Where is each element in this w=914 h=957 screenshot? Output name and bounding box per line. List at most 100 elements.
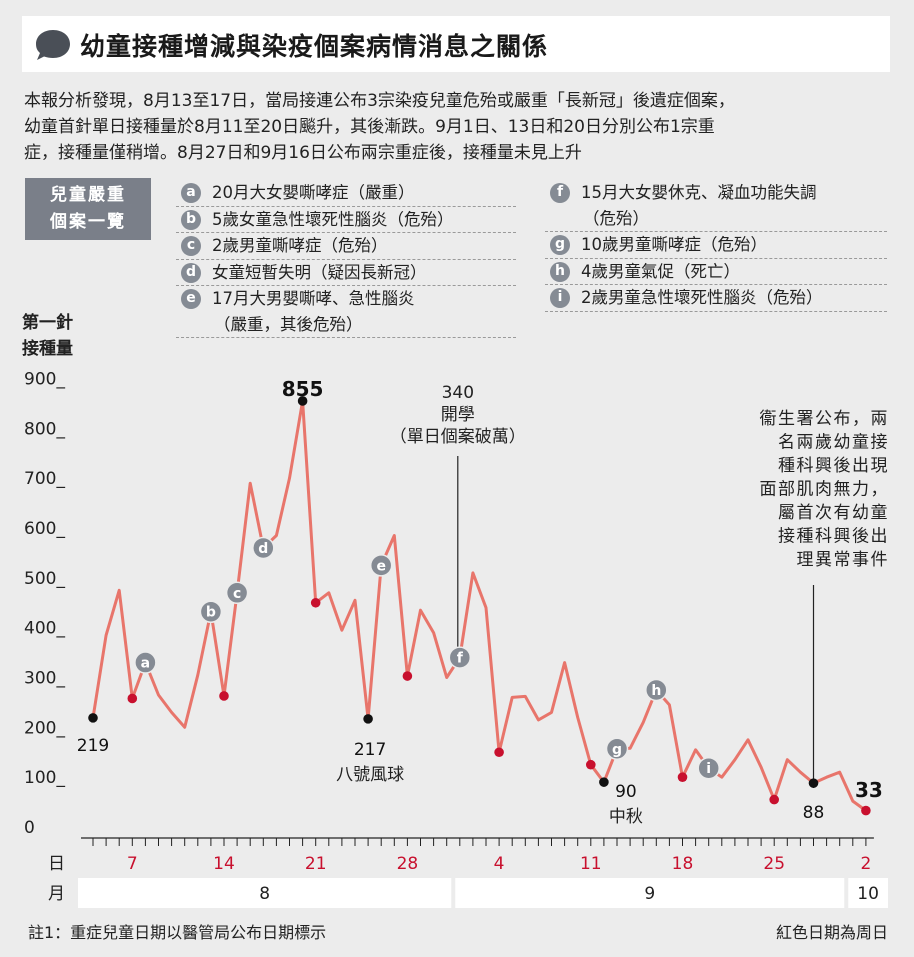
case-marker-g (605, 737, 629, 761)
data-label: 217 (354, 740, 386, 760)
month-row-label: 月 (48, 884, 65, 904)
case-marker-label: i (706, 761, 711, 777)
case-text: 10歲男童嘶哮症（危殆） (581, 235, 767, 254)
y-tick-label: 700_ (24, 469, 65, 489)
y-tick-label: 0 (24, 818, 35, 838)
highlight-point (599, 777, 609, 787)
case-item-g: g 10歲男童嘶哮症（危殆） (545, 232, 887, 259)
highlight-point (808, 778, 819, 788)
x-tick-label: 7 (127, 854, 138, 874)
y-tick-label: 400_ (24, 619, 65, 639)
case-text-continued: （嚴重，其後危殆） (214, 314, 363, 334)
case-marker-d (252, 536, 275, 560)
y-tick-label: 100_ (24, 768, 65, 788)
case-item-b: b 5歲女童急性壞死性腦炎（危殆） (176, 207, 516, 233)
case-text: 5歲女童急性壞死性腦炎（危殆） (212, 209, 454, 229)
case-text: 17月大男嬰嘶哮、急性腦炎 (212, 289, 415, 308)
month-band (848, 878, 888, 908)
case-marker-h (645, 678, 668, 702)
case-item-c: c 2歲男童嘶哮症（危殆） (176, 233, 516, 260)
sunday-point (494, 747, 504, 758)
case-item-e: e 17月大男嬰嘶哮、急性腦炎 （嚴重，其後危殆） (176, 286, 516, 338)
y-tick-label: 200_ (24, 718, 65, 738)
x-tick-label: 18 (672, 854, 694, 874)
case-marker-label: a (141, 656, 150, 672)
case-list-right: f 15月大女嬰休克、凝血功能失調 （危殆） g 10歲男童嘶哮症（危殆） h 4歲男童氣促… (545, 180, 887, 312)
x-tick-label: 11 (580, 854, 602, 874)
case-marker-label: c (233, 586, 241, 602)
case-text: 4歲男童氣促（死亡） (581, 261, 740, 281)
case-item-i: i 2歲男童急性壞死性腦炎（危殆） (545, 285, 887, 312)
sunday-point (861, 805, 871, 816)
data-label: 855 (282, 377, 324, 401)
data-label: 88 (803, 803, 825, 823)
case-text: 2歲男童急性壞死性腦炎（危殆） (581, 288, 823, 307)
x-tick-label: 14 (213, 854, 235, 874)
case-marker-label: b (206, 605, 216, 621)
x-tick-label: 2 (860, 854, 871, 874)
highlight-point (297, 396, 308, 406)
annotation-typhoon: 八號風球 (336, 765, 404, 785)
sunday-point (310, 597, 321, 608)
case-item-a: a 20月大女嬰嘶哮症（嚴重） (176, 180, 516, 207)
sunday-point (586, 759, 596, 770)
day-row-label: 日 (48, 854, 65, 874)
month-label: 8 (259, 884, 270, 904)
case-item-h: h 4歲男童氣促（死亡） (545, 259, 887, 285)
y-axis-label: 第一針接種量 (22, 312, 73, 359)
sunday-point (677, 772, 688, 782)
month-band (78, 878, 452, 908)
chart-title: 幼童接種增減與染疫個案病情消息之關係 (80, 32, 549, 61)
y-tick-label: 600_ (24, 519, 65, 539)
y-tick-label: 900_ (24, 370, 65, 390)
case-marker-i (697, 756, 720, 780)
sunday-point (402, 671, 413, 681)
y-tick-label: 500_ (24, 569, 65, 589)
case-text: 2歲男童嘶哮症（危殆） (212, 236, 388, 255)
case-marker-label: d (258, 541, 268, 557)
case-item-d: d 女童短暫失明（疑因長新冠） (176, 260, 516, 286)
sunday-point (219, 691, 229, 701)
data-label: 33 (855, 778, 883, 802)
case-marker-label: e (376, 558, 386, 574)
sunday-point (127, 693, 138, 704)
month-band (455, 878, 845, 908)
case-text: 15月大女嬰休克、凝血功能失調 (581, 183, 817, 202)
data-label: 90 (615, 782, 637, 802)
data-label: 219 (77, 736, 109, 756)
case-marker-e (369, 554, 393, 577)
case-badge-a: a (181, 183, 201, 203)
series-line (91, 399, 867, 812)
annotation-sinovac-event: 衞生署公布，兩名兩歲幼童接種科興後出現面部肌肉無力，屬首次有幼童接種科興後出理異… (760, 409, 890, 570)
sunday-point (769, 794, 779, 805)
case-text: 20月大女嬰嘶哮症（嚴重） (212, 183, 415, 202)
intro-text: 本報分析發現，8月13至17日，當局接連公布3宗染疫兒童危殆或嚴重「長新冠」後遺… (24, 91, 735, 163)
annotation-mid-autumn: 中秋 (609, 807, 643, 827)
y-tick-label: 800_ (24, 419, 65, 439)
case-text: 女童短暫失明（疑因長新冠） (212, 262, 427, 282)
case-badge-c: c (181, 236, 201, 256)
speech-bubble-icon (36, 30, 70, 60)
case-badge-i: i (550, 288, 570, 308)
cases-list-heading: 兒童嚴重 個案一覽 (25, 178, 151, 240)
case-list-left: a 20月大女嬰嘶哮症（嚴重） b 5歲女童急性壞死性腦炎（危殆） c 2歲男童嘶哮症（危… (176, 180, 516, 338)
x-tick-label: 28 (397, 854, 419, 874)
case-badge-f: f (550, 183, 570, 203)
highlight-point (88, 713, 98, 723)
case-badge-b: b (181, 209, 201, 230)
case-badge-e: e (181, 289, 201, 309)
month-label: 9 (644, 884, 655, 904)
x-tick-label: 25 (763, 854, 785, 874)
case-marker-label: g (612, 742, 622, 758)
title-bar: 幼童接種增減與染疫個案病情消息之關係 (22, 16, 890, 72)
x-tick-label: 4 (494, 854, 505, 874)
case-marker-label: h (651, 683, 661, 699)
x-tick-label: 21 (305, 854, 327, 874)
case-badge-g: g (550, 235, 570, 255)
annotation-school-start: 340 開學（單日個案破萬） (390, 383, 526, 447)
y-tick-label: 300_ (24, 669, 65, 689)
footnote: 註1：重症兒童日期以醫管局公布日期標示 (28, 923, 327, 942)
footnote-sunday: 紅色日期為周日 (775, 923, 888, 942)
case-marker-label: f (457, 651, 464, 667)
